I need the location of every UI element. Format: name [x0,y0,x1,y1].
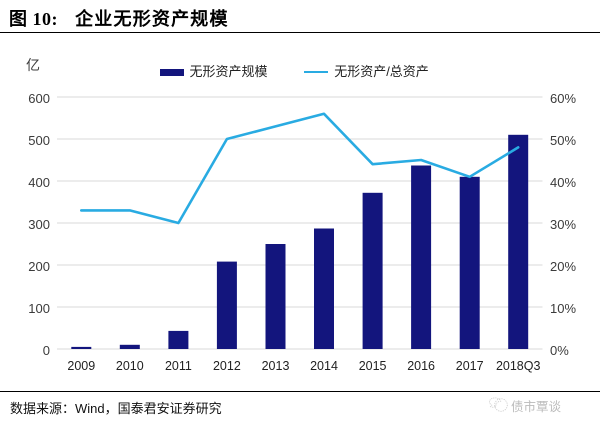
svg-text:2010: 2010 [116,359,144,373]
svg-text:2017: 2017 [456,359,484,373]
svg-text:500: 500 [28,133,50,148]
svg-text:2012: 2012 [213,359,241,373]
svg-text:2015: 2015 [359,359,387,373]
svg-text:600: 600 [28,91,50,106]
svg-text:2018Q3: 2018Q3 [496,359,541,373]
svg-text:2016: 2016 [407,359,435,373]
svg-text:0%: 0% [550,343,569,358]
svg-text:2011: 2011 [165,359,192,373]
svg-text:400: 400 [28,175,50,190]
svg-text:60%: 60% [550,91,576,106]
svg-text:200: 200 [28,259,50,274]
svg-text:10%: 10% [550,301,576,316]
svg-text:100: 100 [28,301,50,316]
svg-text:2013: 2013 [262,359,290,373]
svg-text:2014: 2014 [310,359,338,373]
svg-text:0: 0 [43,343,50,358]
svg-text:300: 300 [28,217,50,232]
svg-text:40%: 40% [550,175,576,190]
svg-text:30%: 30% [550,217,576,232]
svg-text:50%: 50% [550,133,576,148]
svg-text:20%: 20% [550,259,576,274]
svg-text:2009: 2009 [67,359,95,373]
